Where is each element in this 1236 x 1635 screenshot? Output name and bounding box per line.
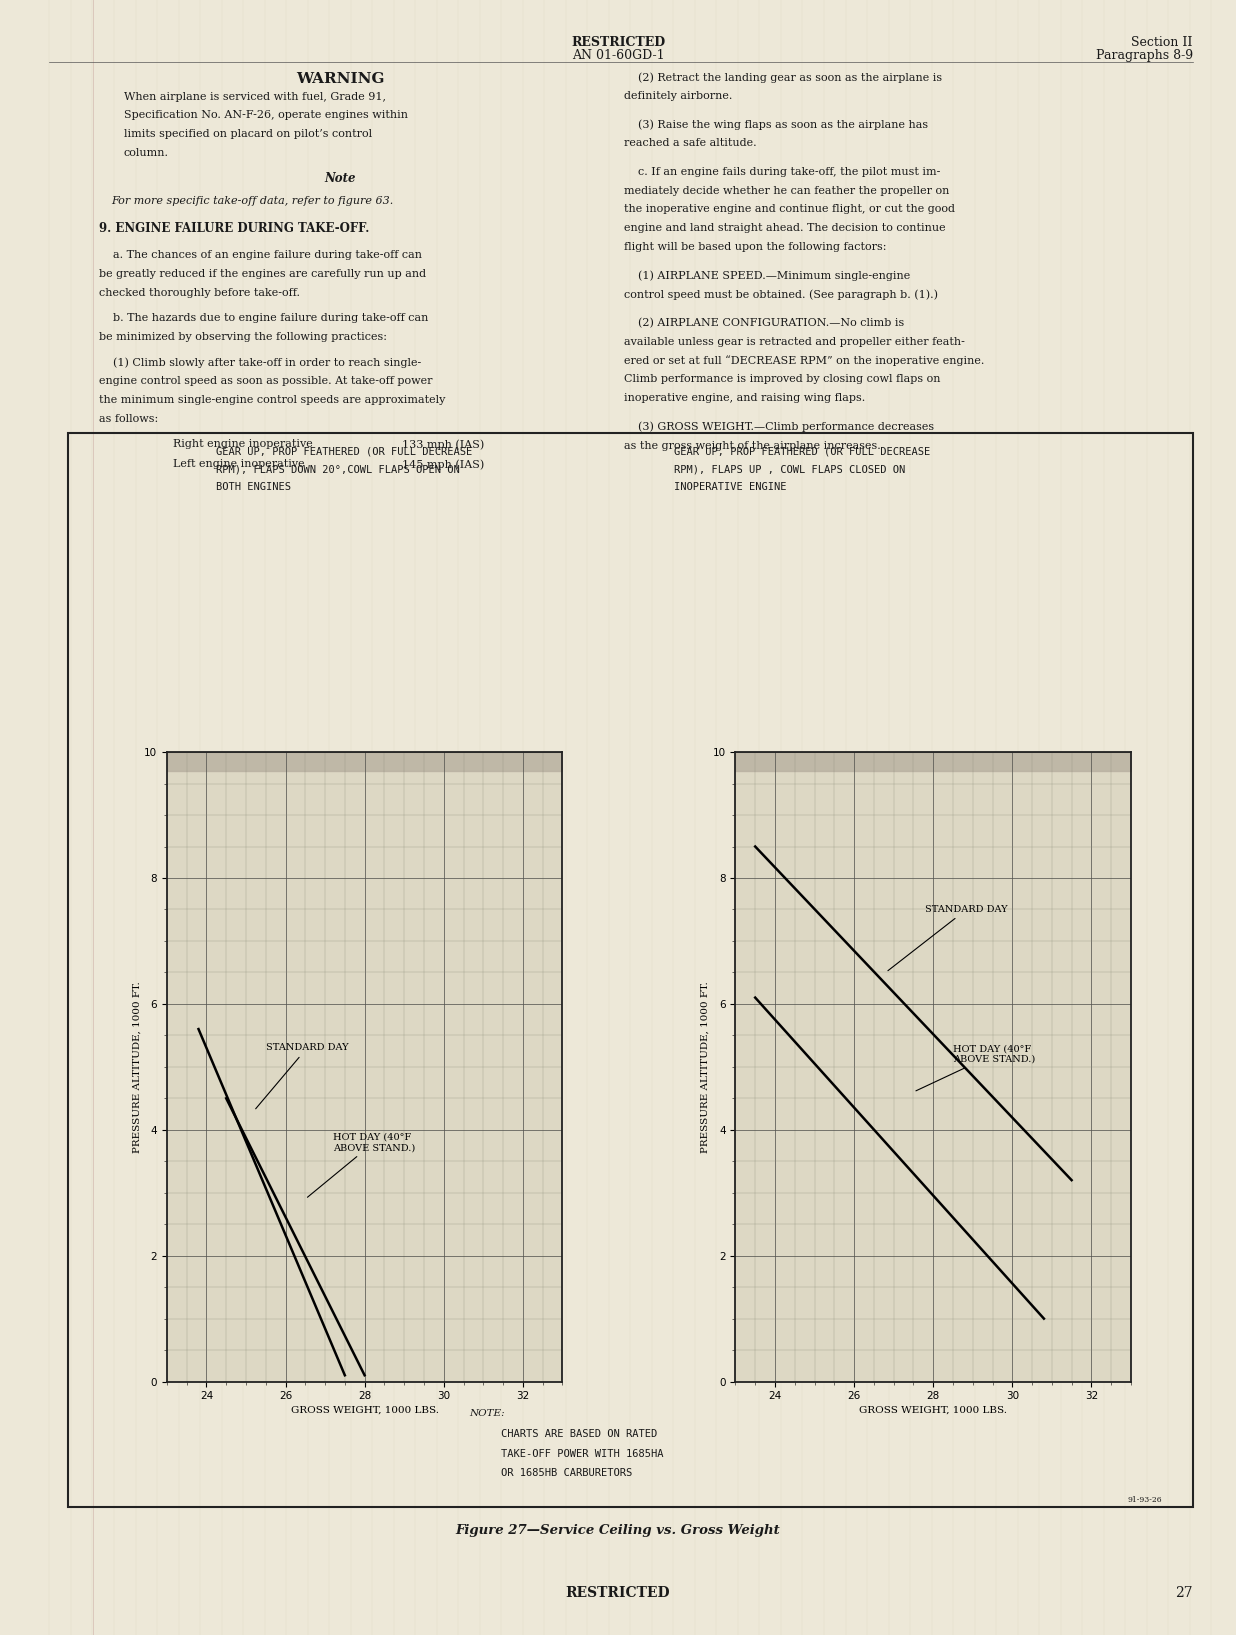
Text: AN 01-60GD-1: AN 01-60GD-1 [572, 49, 664, 62]
Text: a. The chances of an engine failure during take-off can: a. The chances of an engine failure duri… [99, 250, 421, 260]
Text: 133 mph (IAS): 133 mph (IAS) [402, 438, 485, 450]
Text: reached a safe altitude.: reached a safe altitude. [624, 137, 756, 149]
Text: (1) AIRPLANE SPEED.—Minimum single-engine: (1) AIRPLANE SPEED.—Minimum single-engin… [624, 270, 911, 281]
Y-axis label: PRESSURE ALTITUDE, 1000 FT.: PRESSURE ALTITUDE, 1000 FT. [132, 981, 141, 1153]
Text: RESTRICTED: RESTRICTED [571, 36, 665, 49]
Text: Right engine inoperative: Right engine inoperative [173, 438, 313, 450]
Text: GEAR UP, PROP FEATHERED (OR FULL DECREASE: GEAR UP, PROP FEATHERED (OR FULL DECREAS… [216, 446, 472, 456]
Text: ered or set at full “DECREASE RPM” on the inoperative engine.: ered or set at full “DECREASE RPM” on th… [624, 355, 985, 366]
Text: CHARTS ARE BASED ON RATED: CHARTS ARE BASED ON RATED [501, 1429, 656, 1439]
Text: STANDARD DAY: STANDARD DAY [256, 1043, 349, 1109]
Text: STANDARD DAY: STANDARD DAY [887, 904, 1007, 971]
Text: b. The hazards due to engine failure during take-off can: b. The hazards due to engine failure dur… [99, 312, 428, 324]
Text: as follows:: as follows: [99, 414, 158, 423]
Text: 27: 27 [1175, 1586, 1193, 1601]
X-axis label: GROSS WEIGHT, 1000 LBS.: GROSS WEIGHT, 1000 LBS. [290, 1406, 439, 1414]
Text: as the gross weight of the airplane increases.: as the gross weight of the airplane incr… [624, 440, 881, 451]
Text: TAKE-OFF POWER WITH 1685HA: TAKE-OFF POWER WITH 1685HA [501, 1449, 662, 1458]
Text: GEAR UP, PROP FEATHERED (OR FULL DECREASE: GEAR UP, PROP FEATHERED (OR FULL DECREAS… [674, 446, 929, 456]
Text: (2) AIRPLANE CONFIGURATION.—No climb is: (2) AIRPLANE CONFIGURATION.—No climb is [624, 317, 905, 329]
Text: definitely airborne.: definitely airborne. [624, 90, 733, 101]
Text: Section II: Section II [1131, 36, 1193, 49]
Text: limits specified on placard on pilot’s control: limits specified on placard on pilot’s c… [124, 129, 372, 139]
Text: be minimized by observing the following practices:: be minimized by observing the following … [99, 332, 387, 342]
Text: HOT DAY (40°F
ABOVE STAND.): HOT DAY (40°F ABOVE STAND.) [916, 1045, 1036, 1091]
Text: mediately decide whether he can feather the propeller on: mediately decide whether he can feather … [624, 185, 949, 196]
Text: HOT DAY (40°F
ABOVE STAND.): HOT DAY (40°F ABOVE STAND.) [308, 1133, 415, 1197]
Text: the minimum single-engine control speeds are approximately: the minimum single-engine control speeds… [99, 394, 445, 405]
Text: (3) GROSS WEIGHT.—Climb performance decreases: (3) GROSS WEIGHT.—Climb performance decr… [624, 422, 934, 432]
Text: inoperative engine, and raising wing flaps.: inoperative engine, and raising wing fla… [624, 392, 865, 404]
Text: Note: Note [324, 172, 356, 185]
Y-axis label: PRESSURE ALTITUDE, 1000 FT.: PRESSURE ALTITUDE, 1000 FT. [701, 981, 709, 1153]
Text: 145 mph (IAS): 145 mph (IAS) [402, 459, 485, 469]
Text: checked thoroughly before take-off.: checked thoroughly before take-off. [99, 288, 300, 298]
Text: Climb performance is improved by closing cowl flaps on: Climb performance is improved by closing… [624, 374, 941, 384]
Text: (3) Raise the wing flaps as soon as the airplane has: (3) Raise the wing flaps as soon as the … [624, 119, 928, 129]
Text: column.: column. [124, 147, 168, 159]
Text: RESTRICTED: RESTRICTED [566, 1586, 670, 1601]
Text: Figure 27—Service Ceiling vs. Gross Weight: Figure 27—Service Ceiling vs. Gross Weig… [456, 1524, 780, 1537]
Text: c. If an engine fails during take-off, the pilot must im-: c. If an engine fails during take-off, t… [624, 167, 941, 177]
Text: NOTE:: NOTE: [470, 1409, 506, 1419]
Text: When airplane is serviced with fuel, Grade 91,: When airplane is serviced with fuel, Gra… [124, 92, 386, 101]
Text: Specification No. AN-F-26, operate engines within: Specification No. AN-F-26, operate engin… [124, 110, 408, 121]
Text: 91-93-26: 91-93-26 [1127, 1496, 1162, 1504]
Text: INOPERATIVE ENGINE: INOPERATIVE ENGINE [674, 482, 786, 492]
Text: For more specific take-off data, refer to figure 63.: For more specific take-off data, refer t… [111, 196, 393, 206]
Text: available unless gear is retracted and propeller either feath-: available unless gear is retracted and p… [624, 337, 965, 347]
Text: WARNING: WARNING [295, 72, 384, 87]
Text: engine and land straight ahead. The decision to continue: engine and land straight ahead. The deci… [624, 222, 946, 234]
Text: control speed must be obtained. (See paragraph b. (1).): control speed must be obtained. (See par… [624, 289, 938, 299]
Text: RPM), FLAPS UP , COWL FLAPS CLOSED ON: RPM), FLAPS UP , COWL FLAPS CLOSED ON [674, 464, 905, 474]
Text: RPM), FLAPS DOWN 20°,COWL FLAPS OPEN ON: RPM), FLAPS DOWN 20°,COWL FLAPS OPEN ON [216, 464, 460, 474]
Text: flight will be based upon the following factors:: flight will be based upon the following … [624, 242, 886, 252]
Text: (1) Climb slowly after take-off in order to reach single-: (1) Climb slowly after take-off in order… [99, 356, 421, 368]
Text: OR 1685HB CARBURETORS: OR 1685HB CARBURETORS [501, 1468, 632, 1478]
Text: Left engine inoperative: Left engine inoperative [173, 459, 304, 469]
Text: Paragraphs 8-9: Paragraphs 8-9 [1095, 49, 1193, 62]
Text: (2) Retract the landing gear as soon as the airplane is: (2) Retract the landing gear as soon as … [624, 72, 942, 82]
Text: engine control speed as soon as possible. At take-off power: engine control speed as soon as possible… [99, 376, 433, 386]
Text: 9. ENGINE FAILURE DURING TAKE-OFF.: 9. ENGINE FAILURE DURING TAKE-OFF. [99, 222, 370, 235]
Bar [68, 433, 1193, 1507]
Text: the inoperative engine and continue flight, or cut the good: the inoperative engine and continue flig… [624, 204, 955, 214]
Text: BOTH ENGINES: BOTH ENGINES [216, 482, 292, 492]
X-axis label: GROSS WEIGHT, 1000 LBS.: GROSS WEIGHT, 1000 LBS. [859, 1406, 1007, 1414]
Text: be greatly reduced if the engines are carefully run up and: be greatly reduced if the engines are ca… [99, 268, 426, 280]
